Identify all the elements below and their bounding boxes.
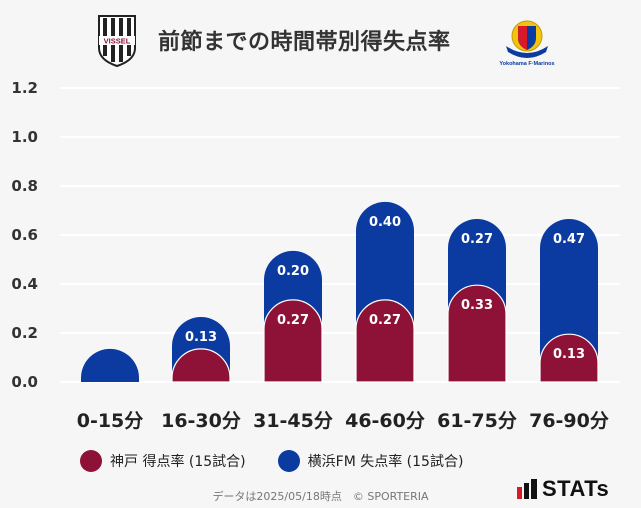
y-tick-label: 0.0 [11, 373, 38, 391]
legend-item-kobe: 神戸 得点率 (15試合) [80, 450, 246, 472]
data-label-yokohama: 0.20 [277, 264, 309, 279]
x-axis-ticks: 0-15分 16-30分 31-45分 46-60分 61-75分 76-90分 [77, 410, 609, 432]
y-tick-label: 1.2 [11, 79, 38, 97]
x-tick-label: 16-30分 [161, 410, 241, 432]
x-tick-label: 76-90分 [529, 410, 609, 432]
legend-label-yokohama: 横浜FM 失点率 (15試合) [307, 454, 464, 470]
data-label-yokohama: 0.40 [369, 215, 401, 230]
bar-kobe-76-90分 [539, 333, 599, 383]
x-tick-label: 61-75分 [437, 410, 517, 432]
legend-swatch-yokohama [277, 450, 300, 472]
x-tick-label: 46-60分 [345, 410, 425, 432]
vissel-logo-text: VISSEL [104, 37, 131, 46]
bars: 0.13 0.27 0.20 0.27 0.40 0.33 0.27 0.13 0.47 [81, 201, 599, 383]
data-label-yokohama: 0.47 [553, 232, 585, 247]
bar-chart: 0.00.20.40.60.81.01.2 0.130.270.200.270.… [11, 79, 620, 432]
legend-label-kobe: 神戸 得点率 (15試合) [110, 454, 246, 470]
y-tick-label: 1.0 [11, 128, 38, 146]
bar-kobe-61-75分 [447, 284, 507, 383]
y-tick-label: 0.2 [11, 324, 38, 342]
y-axis-ticks: 0.0 0.2 0.4 0.6 0.8 1.0 1.2 [11, 79, 38, 391]
data-label-yokohama: 0.27 [461, 232, 493, 247]
legend-swatch-kobe [80, 450, 102, 472]
y-tick-label: 0.4 [11, 275, 38, 293]
x-tick-label: 0-15分 [77, 410, 144, 432]
stats-logo-icon [517, 479, 537, 499]
data-label-kobe: 0.27 [277, 313, 309, 328]
vissel-kobe-logo: VISSEL [98, 15, 136, 68]
legend: 神戸 得点率 (15試合) 横浜FM 失点率 (15試合) [80, 449, 495, 473]
bar-kobe-16-30分 [171, 348, 231, 383]
data-label-yokohama: 0.13 [185, 330, 217, 345]
bar-kobe-31-45分 [263, 299, 323, 383]
grid-lines [60, 87, 620, 383]
title-row: VISSEL 前節までの時間帯別得失点率 Yokohama F·Marinos [0, 0, 641, 80]
chart-title: 前節までの時間帯別得失点率 [158, 30, 451, 55]
stats-logo-text: STATs [542, 476, 610, 501]
data-label-kobe: 0.27 [369, 313, 401, 328]
data-source-note: データは2025/05/18時点 © SPORTERIA [212, 490, 429, 503]
y-tick-label: 0.8 [11, 177, 38, 195]
yokohama-marinos-logo: Yokohama F·Marinos [499, 20, 555, 67]
y-tick-label: 0.6 [11, 226, 38, 244]
marinos-logo-text: Yokohama F·Marinos [499, 61, 554, 67]
data-label-kobe: 0.13 [553, 347, 585, 362]
data-label-kobe: 0.33 [461, 298, 493, 313]
stats-logo: STATs [516, 476, 609, 502]
bar-kobe-46-60分 [355, 299, 415, 383]
legend-item-yokohama: 横浜FM 失点率 (15試合) [277, 450, 464, 472]
x-tick-label: 31-45分 [253, 410, 333, 432]
bar-yokohama-0-15分 [81, 348, 139, 382]
